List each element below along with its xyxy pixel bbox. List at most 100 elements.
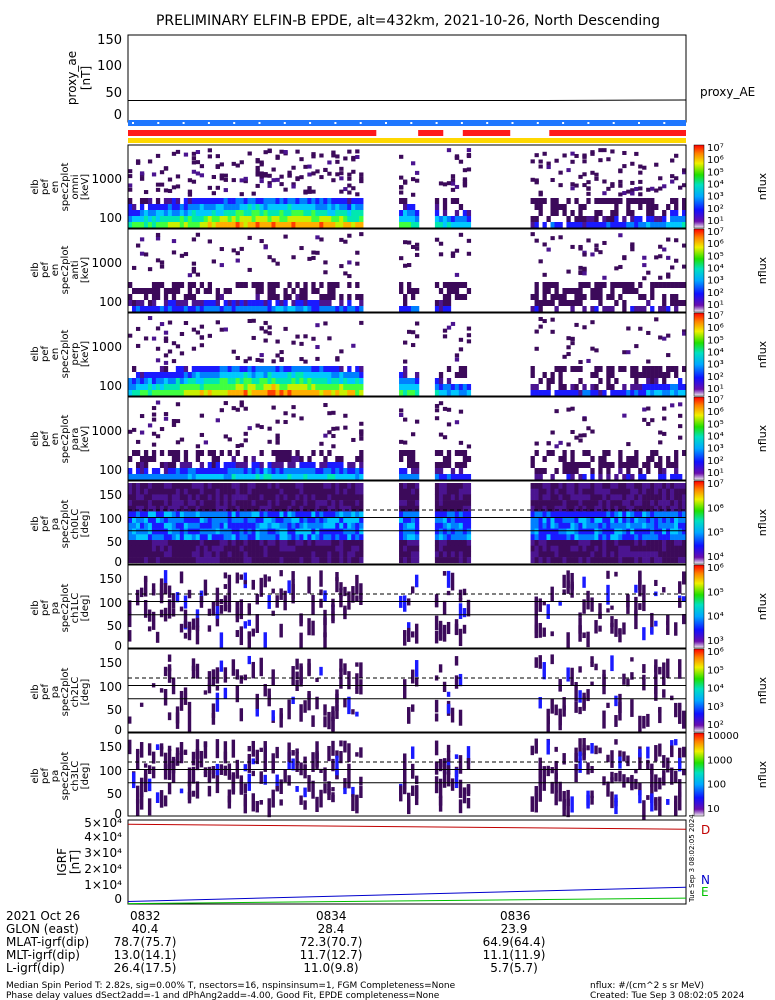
- pitch-cell: [207, 540, 212, 546]
- pitch-streak: [403, 630, 407, 646]
- pitch-cell: [335, 488, 340, 495]
- pitch-streak: [654, 687, 658, 701]
- energy-speck: [243, 438, 248, 443]
- pitch-streak: [211, 770, 216, 779]
- energy-cell: [682, 366, 687, 372]
- energy-cell: [646, 462, 651, 468]
- energy-cell: [151, 384, 157, 390]
- energy-speck: [570, 341, 575, 346]
- pitch-cell: [546, 517, 551, 524]
- pitch-streak: [606, 584, 610, 605]
- energy-speck: [618, 233, 623, 238]
- igrf-ylabel-2: [nT]: [68, 850, 82, 874]
- pitch-cell: [582, 505, 587, 512]
- pitch-cell: [167, 488, 173, 495]
- pitch-streak: [682, 746, 686, 758]
- pitch-cell: [538, 511, 543, 518]
- energy-cell: [235, 306, 240, 312]
- energy-cell: [243, 306, 248, 312]
- energy-cell: [323, 216, 328, 222]
- pitch-cell: [462, 488, 468, 495]
- energy-speck: [147, 316, 153, 321]
- pitch-cell: [171, 483, 177, 489]
- pitch-streak: [662, 662, 666, 680]
- pitch-cell: [247, 534, 252, 541]
- energy-cell: [243, 474, 248, 480]
- pitch-cell: [267, 545, 272, 552]
- energy-speck: [674, 176, 679, 181]
- energy-speck: [642, 263, 647, 268]
- energy-cell: [594, 216, 599, 222]
- pitch-streak: [263, 632, 267, 651]
- pitch-streak: [291, 750, 295, 756]
- energy-cell: [458, 474, 464, 480]
- pitch-streak: [666, 798, 670, 805]
- energy-cell: [407, 222, 412, 228]
- pitch-cell: [171, 517, 177, 524]
- energy-cell: [403, 390, 408, 396]
- energy-speck: [538, 259, 543, 264]
- pitch-cell: [203, 551, 209, 558]
- pitch-cell: [594, 483, 599, 489]
- energy-cell: [630, 474, 635, 480]
- energy-speck: [602, 275, 607, 280]
- energy-speck: [235, 407, 240, 412]
- e1-ylabel-2: pef: [40, 262, 51, 279]
- energy-cell: [195, 390, 201, 396]
- energy-cell: [562, 204, 567, 210]
- energy-cell: [407, 210, 412, 216]
- energy-speck: [654, 317, 659, 322]
- energy-speck: [295, 177, 300, 182]
- pitch-cell: [339, 488, 344, 495]
- pitch-cell: [307, 488, 312, 495]
- pitch-streak: [466, 746, 471, 764]
- energy-cell: [227, 450, 232, 456]
- pitch-streak: [187, 626, 192, 641]
- energy-speck: [658, 176, 663, 181]
- energy-cell: [243, 468, 248, 474]
- energy-cell: [311, 288, 316, 294]
- pitch-cell: [438, 494, 444, 501]
- pitch-cell: [211, 545, 216, 552]
- energy-speck: [167, 177, 173, 182]
- energy-speck: [682, 264, 687, 269]
- pitch-cell: [622, 511, 627, 518]
- energy-cell: [331, 372, 336, 378]
- energy-speck: [399, 175, 404, 180]
- energy-cell: [562, 462, 567, 468]
- energy-cell: [327, 474, 332, 480]
- energy-speck: [658, 440, 663, 445]
- energy-speck: [128, 187, 133, 192]
- pitch-cell: [578, 505, 583, 512]
- energy-cell: [446, 384, 452, 390]
- pitch-streak: [287, 699, 291, 720]
- pitch-cell: [674, 528, 679, 535]
- energy-cell: [403, 378, 408, 384]
- energy-cell: [347, 300, 352, 306]
- energy-cell: [147, 216, 153, 222]
- status-bar-yellow: [128, 138, 686, 143]
- pitch-cell: [159, 483, 165, 489]
- pitch-cell: [251, 500, 256, 507]
- pitch-cell: [534, 540, 539, 546]
- energy-cell: [586, 198, 591, 204]
- energy-cell: [183, 222, 189, 228]
- pitch-streak: [147, 626, 152, 632]
- energy-cell: [646, 300, 651, 306]
- energy-speck: [211, 191, 216, 196]
- pitch-cell: [279, 528, 284, 535]
- pitch-cell: [558, 534, 563, 541]
- energy-cell: [135, 384, 141, 390]
- pitch-streak: [299, 615, 303, 624]
- energy-cell: [590, 222, 595, 228]
- energy-cell: [171, 282, 177, 288]
- energy-cell: [466, 456, 472, 462]
- pitch-cell: [666, 551, 671, 558]
- pitch-streak: [271, 710, 275, 721]
- energy-speck: [267, 181, 272, 186]
- pitch-streak: [578, 738, 582, 757]
- energy-cell: [291, 300, 296, 306]
- energy-cell: [410, 390, 416, 396]
- energy-cell: [299, 372, 304, 378]
- pitch-streak: [159, 743, 164, 750]
